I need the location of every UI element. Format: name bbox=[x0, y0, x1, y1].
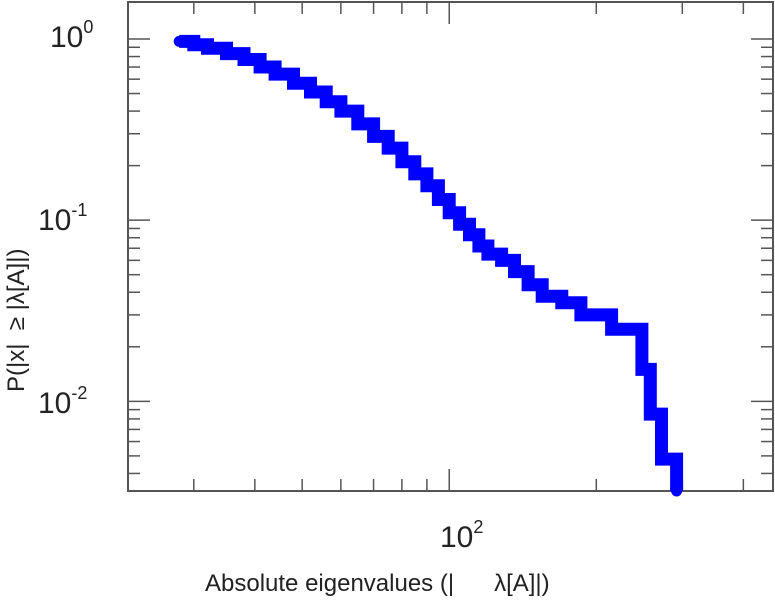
y-tick-label-1: 100 bbox=[50, 17, 93, 54]
data-point bbox=[320, 96, 332, 108]
data-point bbox=[382, 142, 394, 154]
data-point bbox=[352, 118, 364, 130]
data-point bbox=[556, 297, 568, 309]
series-layer bbox=[173, 34, 684, 497]
x-tick-label-100: 102 bbox=[440, 517, 483, 554]
x-axis-label: Absolute eigenvalues (| λ[A]|) bbox=[205, 570, 550, 597]
data-point bbox=[473, 240, 485, 252]
data-point bbox=[173, 35, 185, 47]
data-point bbox=[536, 290, 548, 302]
data-point bbox=[409, 168, 421, 180]
axis-ticks bbox=[128, 2, 773, 491]
data-point bbox=[443, 207, 455, 219]
data-point bbox=[432, 194, 444, 205]
data-point bbox=[335, 105, 347, 117]
data-point bbox=[575, 309, 587, 321]
data-point bbox=[522, 279, 534, 291]
y-tick-label-0.1: 10-1 bbox=[38, 200, 87, 237]
data-point bbox=[606, 323, 618, 335]
series-line-0 bbox=[179, 34, 684, 491]
data-point bbox=[368, 130, 380, 142]
plot-frame bbox=[127, 1, 774, 492]
data-point bbox=[636, 363, 648, 375]
data-point bbox=[421, 180, 433, 192]
data-point bbox=[671, 485, 683, 497]
data-point bbox=[221, 48, 232, 60]
data-point bbox=[269, 68, 281, 80]
data-point bbox=[464, 229, 475, 241]
data-point bbox=[396, 156, 408, 168]
data-point bbox=[669, 453, 681, 465]
data-point bbox=[202, 42, 213, 54]
y-axis-label: P(|x| ≥ |λ[A]|) bbox=[3, 249, 30, 392]
data-point bbox=[238, 54, 250, 65]
data-point bbox=[644, 408, 656, 420]
data-point bbox=[254, 61, 266, 73]
data-point bbox=[188, 39, 200, 51]
data-point bbox=[288, 77, 299, 89]
data-point bbox=[656, 453, 667, 465]
y-tick-label-0.01: 10-2 bbox=[38, 383, 87, 420]
data-point bbox=[509, 266, 520, 278]
data-point bbox=[482, 248, 494, 260]
data-point bbox=[305, 86, 316, 98]
data-point bbox=[496, 254, 508, 266]
data-point bbox=[454, 218, 466, 230]
